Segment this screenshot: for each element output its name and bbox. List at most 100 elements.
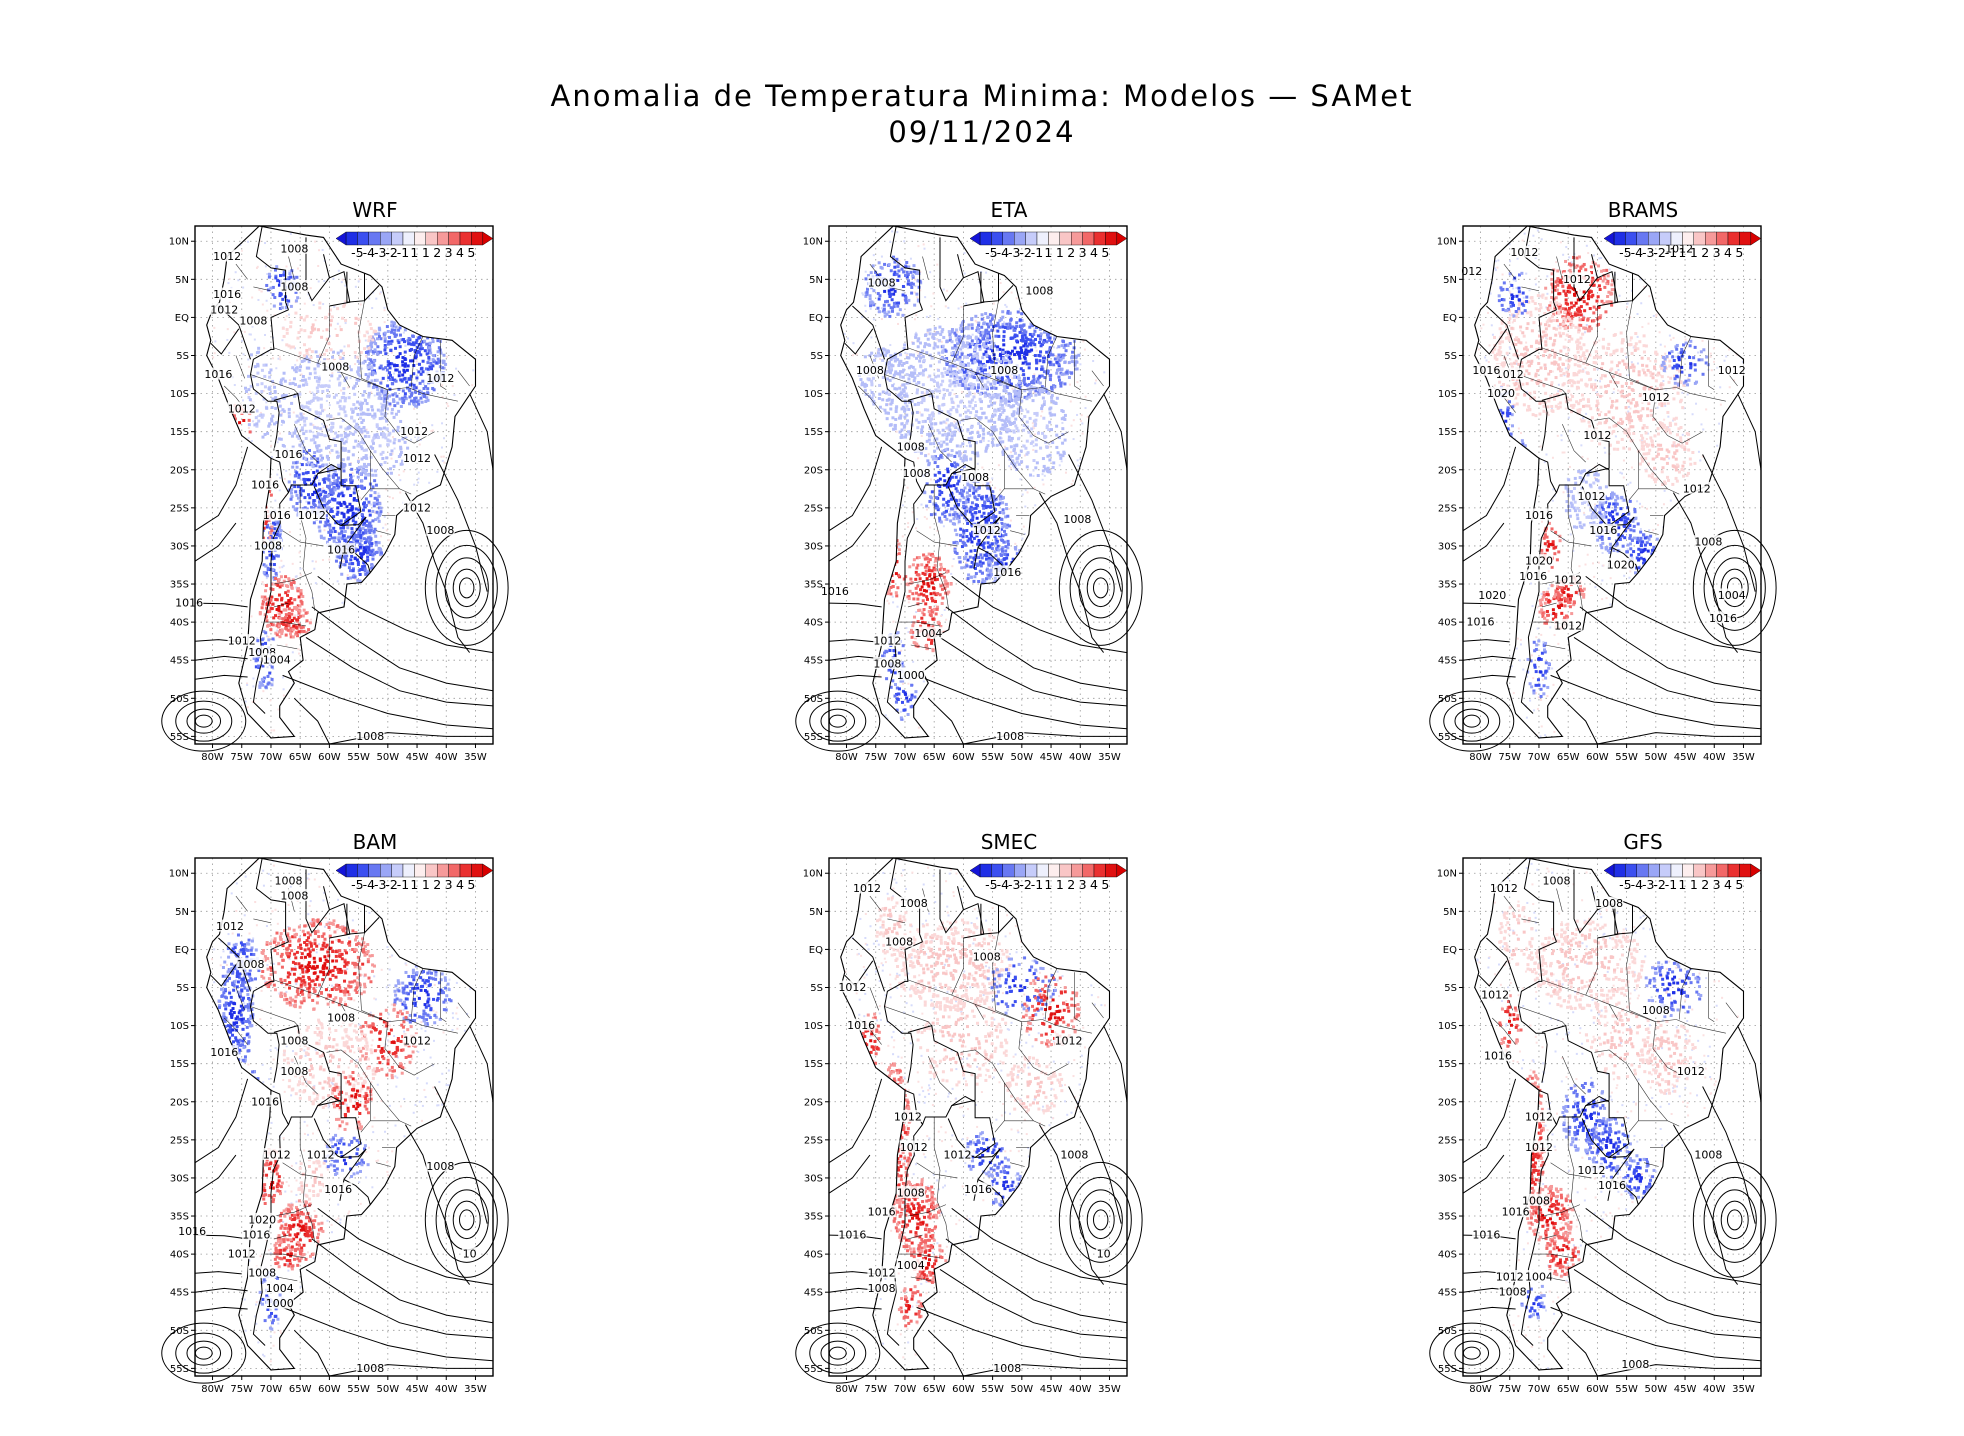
isobar-label: 1008 — [972, 950, 1001, 964]
lon-tick-label: 70W — [260, 752, 283, 763]
colorbar-label: -5 — [351, 877, 363, 892]
colorbar-swatch — [1013, 231, 1026, 246]
lat-tick-label: 45S — [1438, 1288, 1457, 1299]
lon-tick-label: 80W — [835, 1384, 858, 1395]
isobar-value: 1008 — [885, 935, 913, 948]
colorbar-swatch — [425, 863, 438, 878]
lat-tick-label: 20S — [1438, 1097, 1457, 1108]
country-borders — [210, 857, 380, 1346]
isobar-label: 1016 — [993, 565, 1022, 579]
lat-tick-label: EQ — [1443, 313, 1457, 324]
isobar-label: 1008 — [1063, 512, 1092, 526]
isobar-label: 1012 — [1717, 363, 1746, 377]
colorbar-swatch — [1659, 231, 1672, 246]
isobar-label: 1008 — [995, 729, 1025, 743]
colorbar-max-arrow — [482, 231, 494, 246]
colorbar-swatch — [345, 863, 358, 878]
colorbar-swatch — [448, 231, 461, 246]
lat-tick-label: 20S — [170, 465, 189, 476]
lon-tick-label: 40W — [435, 1384, 458, 1395]
isobar-label: 1016 — [262, 508, 292, 522]
isobar-value: 1012 — [838, 981, 866, 994]
colorbar: -5-4-3-2-1 1 1 2 3 4 5 — [969, 863, 1128, 892]
isobar-label: 1008 — [902, 466, 931, 480]
lat-tick-label: 55S — [804, 732, 823, 743]
isobar-value: 1004 — [1718, 589, 1746, 602]
isobar-value: 1020 — [1607, 558, 1635, 571]
isobar-value: 1020 — [248, 1213, 276, 1226]
colorbar-label: 5 — [1101, 877, 1109, 892]
isobar-label: 10 — [1096, 1247, 1112, 1261]
axes: 10N 5N EQ 5S 10S 15S 20S 25S 30S 35S 40S 45S 50S 55S 8… — [803, 237, 1121, 763]
isobar-label: 1008 — [321, 359, 350, 373]
plot-frame — [194, 857, 494, 1377]
colorbar-label: 1 — [410, 245, 418, 260]
lon-tick-label: 75W — [864, 1384, 887, 1395]
isobar-label: 1008 — [280, 1033, 309, 1047]
isobar-value: 1008 — [900, 897, 928, 910]
colorbar-label: 2 — [433, 245, 441, 260]
lat-tick-label: 40S — [1438, 618, 1457, 629]
lon-tick-label: 60W — [318, 752, 341, 763]
lon-tick-label: 60W — [952, 752, 975, 763]
colorbar-swatch — [471, 863, 483, 878]
lat-tick-label: 5N — [1443, 275, 1457, 286]
colorbar-swatch — [979, 231, 992, 246]
isobar-label: 1008 — [899, 896, 928, 910]
isobar-value: 1016 — [327, 543, 355, 556]
isobar-value: 1008 — [280, 1034, 308, 1047]
colorbar-swatch — [1059, 863, 1072, 878]
isobar-label: 1004 — [265, 1281, 294, 1295]
colorbar-label: -2 — [385, 245, 397, 260]
colorbar-label: 3 — [1713, 245, 1721, 260]
panel-title: GFS — [1623, 830, 1663, 854]
isobar-label: 1012 — [1676, 1064, 1706, 1078]
isobar-value: 1012 — [1525, 1141, 1553, 1154]
colorbar-label: -5 — [1619, 245, 1631, 260]
colorbar-label: 4 — [1090, 877, 1098, 892]
colorbar: -5-4-3-2-1 1 1 2 3 4 5 — [335, 863, 494, 892]
colorbar-label: -3 — [374, 877, 386, 892]
isobar-value: 1008 — [426, 524, 454, 537]
lon-tick-label: 60W — [1586, 1384, 1609, 1395]
isobar-label: 1016 — [210, 1045, 239, 1059]
colorbar-label: 3 — [1079, 877, 1087, 892]
colorbar-label: 2 — [433, 877, 441, 892]
colorbar-swatch — [437, 231, 449, 246]
panel-bam: BAM 1008 1008 1012 1008 1008 1012 1016 1008 1008… — [161, 820, 570, 1395]
colorbar-swatch — [1036, 231, 1049, 246]
colorbar-label: 3 — [1713, 877, 1721, 892]
isobar-value: 1012 — [1496, 1270, 1524, 1283]
lat-tick-label: 55S — [1438, 732, 1457, 743]
isobar-value: 10 — [1097, 1248, 1111, 1261]
isobar-label: 1012 — [1524, 1110, 1554, 1124]
colorbar-swatch — [357, 231, 369, 246]
panel-brams: BRAMS 012 1012 1012 1012 1012 1016 1020 1012 101… — [1429, 188, 1838, 763]
isobar-label: 10 — [462, 1247, 478, 1261]
isobar-label: 1000 — [896, 668, 926, 682]
lat-tick-label: EQ — [809, 945, 823, 956]
lon-tick-label: 80W — [201, 1384, 224, 1395]
lat-tick-label: EQ — [1443, 945, 1457, 956]
lon-tick-label: 75W — [1498, 1384, 1521, 1395]
isobar-value: 1008 — [1063, 513, 1091, 526]
isobar-label: 1008 — [280, 889, 309, 903]
lat-tick-label: 10S — [1438, 389, 1457, 400]
isobar-label: 1020 — [247, 1212, 277, 1226]
isobar-value: 1012 — [1718, 364, 1746, 377]
isobar-value: 1008 — [1642, 1004, 1670, 1017]
isobar-value: 1016 — [263, 509, 291, 522]
lat-tick-label: 45S — [170, 1288, 189, 1299]
lat-tick-label: 10N — [169, 237, 189, 248]
isobar-label: 1008 — [239, 314, 268, 328]
lat-tick-label: 5S — [176, 983, 189, 994]
isobar-value: 1016 — [210, 1046, 238, 1059]
lat-tick-label: 5S — [810, 983, 823, 994]
colorbar-swatch — [991, 231, 1003, 246]
lon-tick-label: 40W — [1703, 752, 1726, 763]
isobar-label: 1012 — [399, 424, 429, 438]
panel-title: BAM — [352, 830, 398, 854]
isobar-value: 1008 — [356, 730, 384, 743]
colorbar-swatch — [991, 863, 1003, 878]
isobar-label: 1012 — [306, 1148, 335, 1162]
